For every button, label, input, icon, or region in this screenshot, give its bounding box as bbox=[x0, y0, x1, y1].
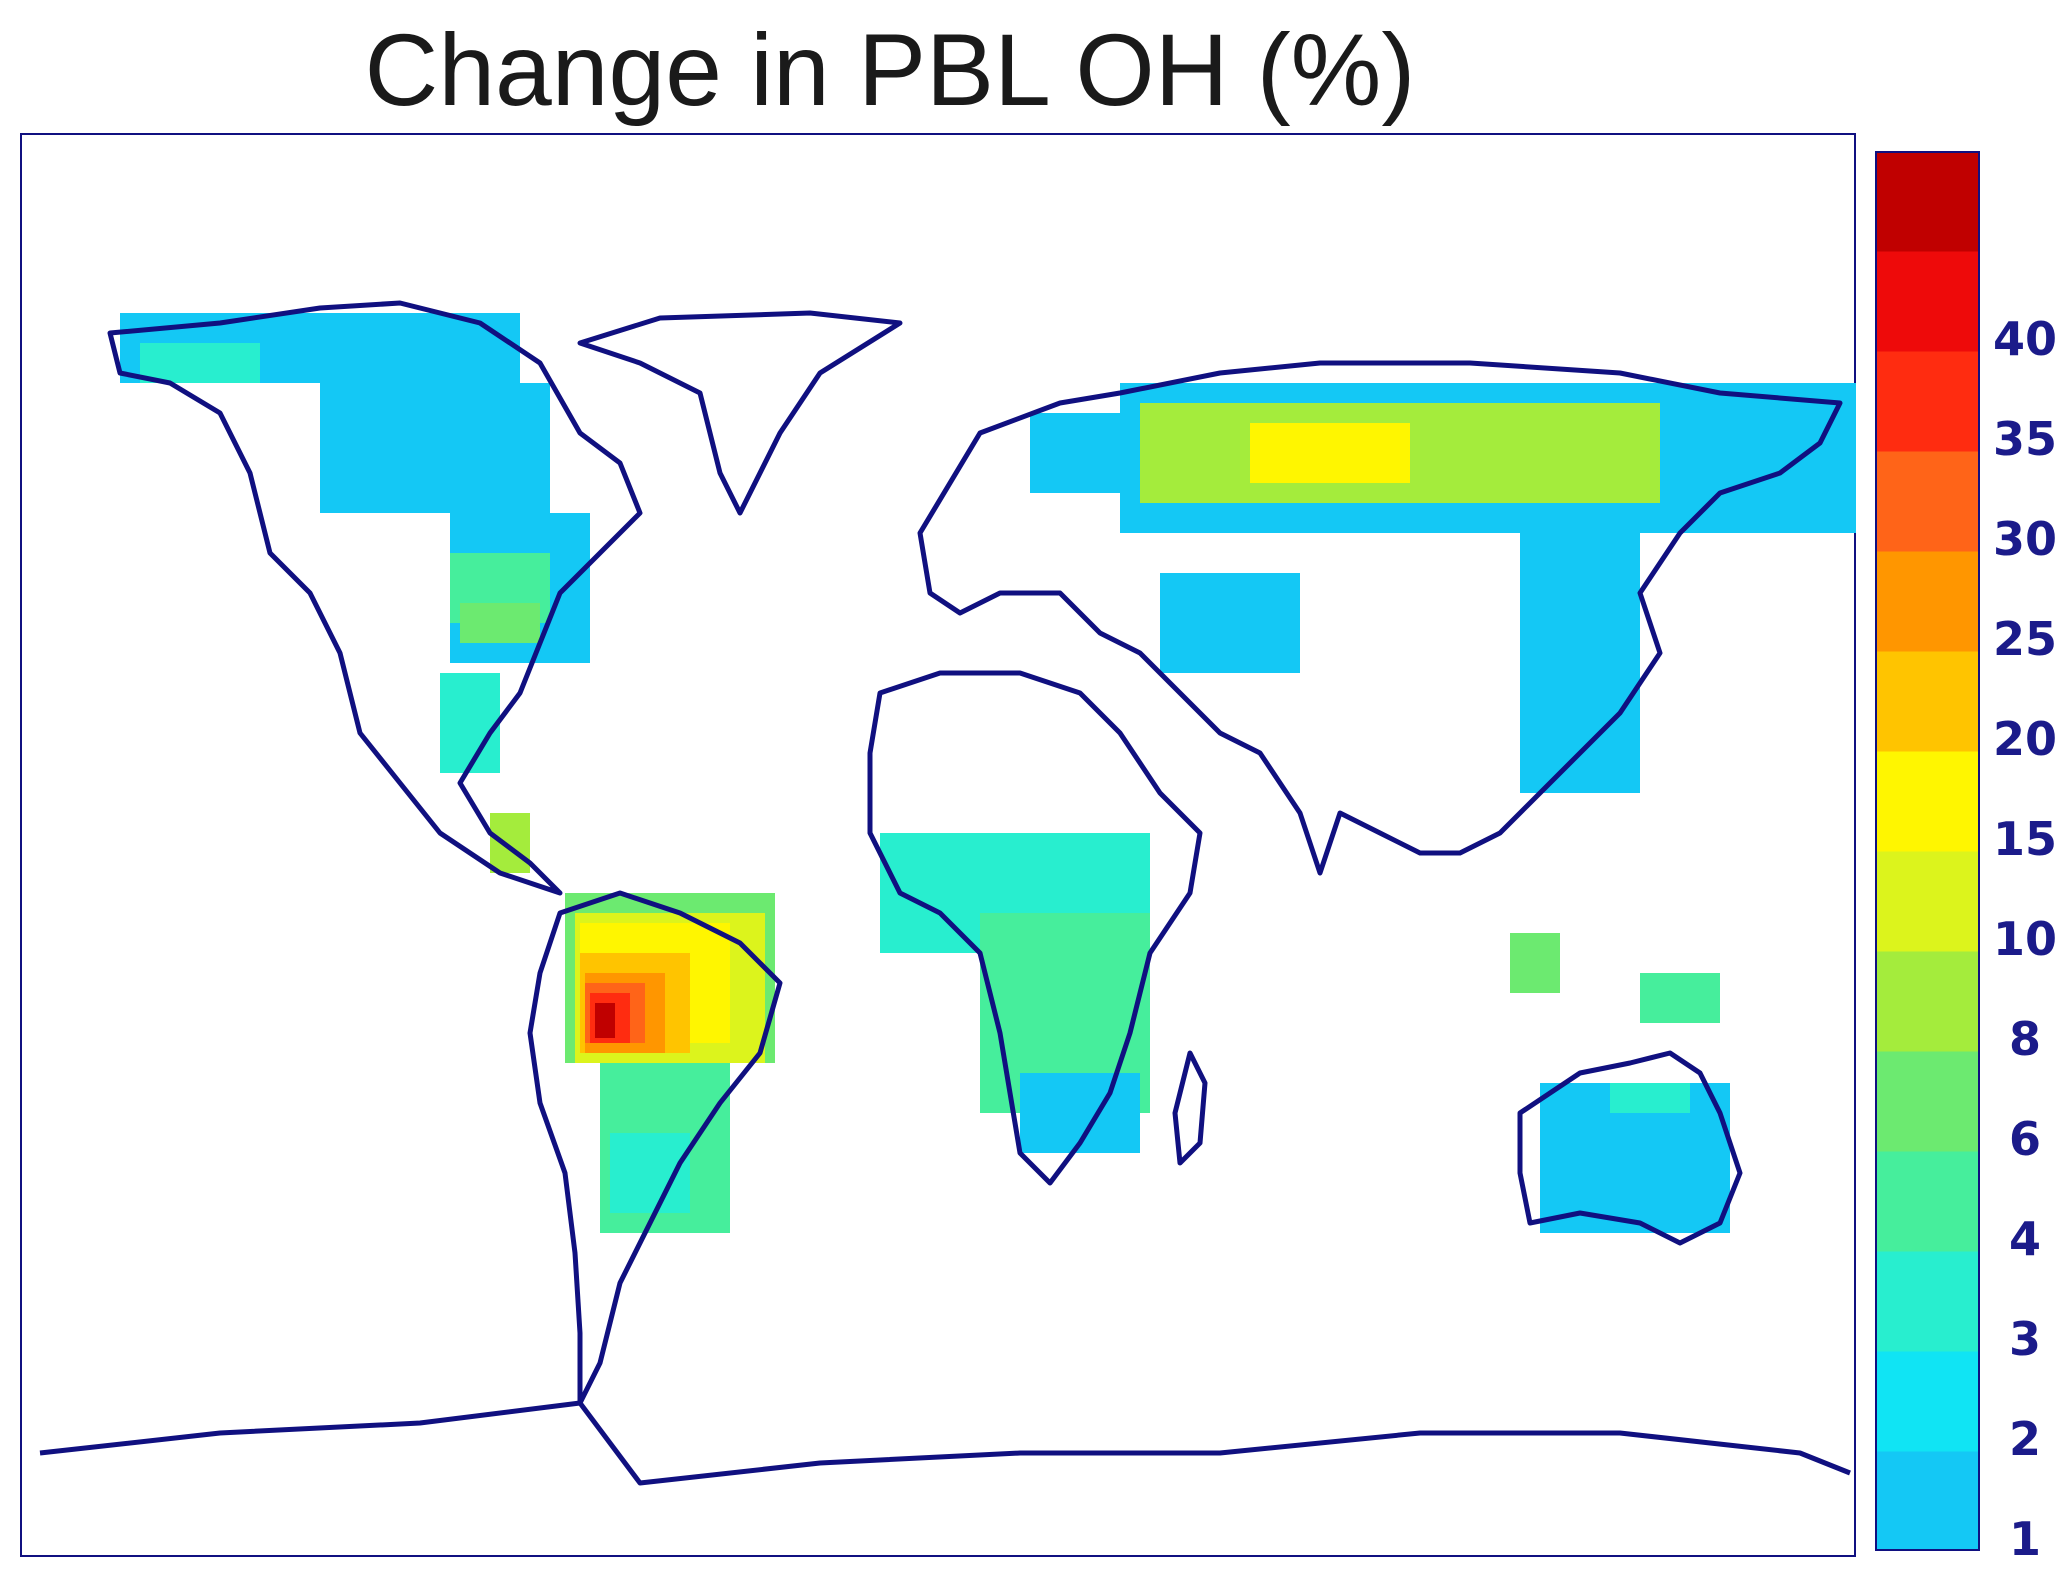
colorbar-swatch bbox=[1875, 351, 1980, 452]
colorbar-swatch bbox=[1875, 251, 1980, 352]
field-canada-mid bbox=[320, 383, 550, 513]
colorbar-swatch bbox=[1875, 1051, 1980, 1152]
field-middle-east bbox=[1160, 573, 1300, 673]
field-siberia-yellow bbox=[1250, 423, 1410, 483]
field-us-southeast bbox=[460, 603, 540, 643]
colorbar bbox=[1875, 151, 1980, 1551]
coast-australia bbox=[1517, 1050, 1743, 1246]
coast-north-america bbox=[107, 300, 643, 896]
field-mexico bbox=[440, 673, 500, 773]
colorbar-tick-label: 8 bbox=[2008, 1012, 2041, 1066]
coast-europe-asia bbox=[917, 360, 1843, 876]
colorbar-tick-label: 35 bbox=[1992, 412, 2057, 466]
colorbar-labels: 1 2 3 4 6 8 10 15 20 25 30 35 40 bbox=[1990, 0, 2067, 1576]
colorbar-swatch bbox=[1875, 1451, 1980, 1551]
colorbar-tick-label: 30 bbox=[1992, 512, 2057, 566]
colorbar-tick-label: 10 bbox=[1992, 912, 2057, 966]
field-new-guinea bbox=[1640, 973, 1720, 1023]
coast-madagascar bbox=[1172, 1050, 1208, 1166]
coast-africa bbox=[867, 670, 1203, 1186]
world-map bbox=[20, 133, 1856, 1557]
colorbar-swatch bbox=[1875, 151, 1980, 252]
field-central-america bbox=[490, 813, 530, 873]
colorbar-tick-label: 3 bbox=[2008, 1312, 2041, 1366]
field-amazon-40 bbox=[595, 1003, 615, 1038]
field-borneo bbox=[1510, 933, 1560, 993]
colorbar-swatch bbox=[1875, 751, 1980, 852]
map-title: Change in PBL OH (%) bbox=[364, 13, 1416, 127]
colorbar-swatch bbox=[1875, 651, 1980, 752]
colorbar-swatch bbox=[1875, 1351, 1980, 1452]
colorbar-tick-label: 6 bbox=[2008, 1112, 2041, 1166]
colorbar-tick-label: 2 bbox=[2008, 1412, 2041, 1466]
colorbar-swatch bbox=[1875, 551, 1980, 652]
field-australia-north bbox=[1610, 1083, 1690, 1113]
colorbar-swatch bbox=[1875, 1151, 1980, 1252]
coast-antarctica bbox=[39, 1400, 1851, 1486]
colorbar-tick-label: 25 bbox=[1992, 612, 2057, 666]
colorbar-tick-label: 40 bbox=[1992, 312, 2057, 366]
colorbar-swatch bbox=[1875, 1251, 1980, 1352]
coastlines bbox=[39, 300, 1851, 1486]
colorbar-swatch bbox=[1875, 451, 1980, 552]
colorbar-border bbox=[1875, 151, 1980, 1551]
colorbar-swatch bbox=[1875, 951, 1980, 1052]
coast-south-america bbox=[527, 890, 783, 1406]
field-scandinavia bbox=[1030, 413, 1120, 493]
colorbar-tick-label: 20 bbox=[1992, 712, 2057, 766]
colorbar-tick-label: 1 bbox=[2008, 1512, 2041, 1566]
oh-change-field bbox=[120, 313, 1856, 1233]
colorbar-swatch bbox=[1875, 851, 1980, 952]
colorbar-tick-label: 4 bbox=[2008, 1212, 2041, 1266]
field-alaska bbox=[140, 343, 260, 383]
field-sa-far-south bbox=[610, 1133, 690, 1213]
coast-greenland bbox=[577, 310, 903, 516]
colorbar-tick-label: 15 bbox=[1992, 812, 2057, 866]
